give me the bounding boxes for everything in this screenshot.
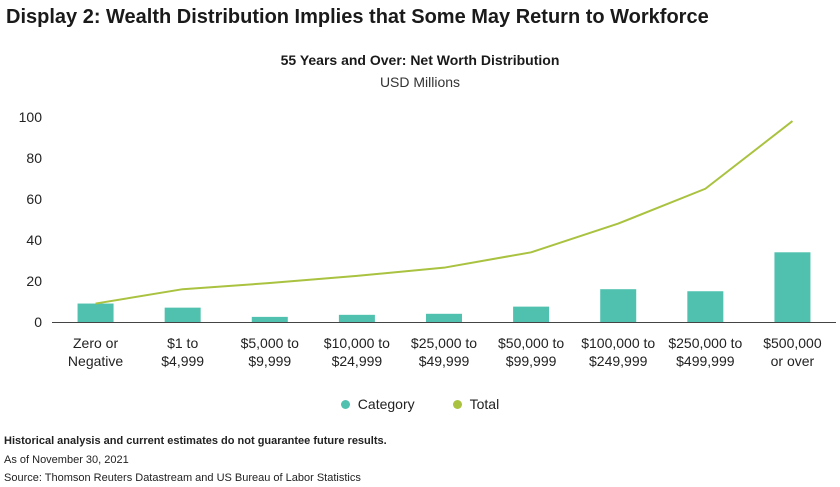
x-tick-label-line: $100,000 to: [581, 335, 655, 351]
legend-label-total: Total: [469, 396, 500, 412]
x-tick-label-line: $10,000 to: [324, 335, 390, 351]
category-bar: [513, 306, 550, 322]
legend-swatch-total: [452, 399, 462, 409]
legend-swatch-category: [340, 399, 350, 409]
x-tick-label: $50,000 to $99,999: [498, 335, 564, 369]
y-tick-label: 80: [26, 150, 42, 166]
x-tick-label-line: $9,999: [248, 353, 291, 369]
y-tick-label: 20: [26, 273, 42, 289]
total-line: [95, 120, 794, 305]
x-axis: Zero or Negative $1 to $4,999 $5,000 to $9,99…: [52, 322, 836, 369]
category-bar: [774, 252, 811, 322]
x-tick-label: Zero or Negative: [68, 335, 123, 369]
x-tick-label-line: $1 to: [167, 335, 198, 351]
x-tick-label-line: $499,999: [676, 353, 735, 369]
x-tick-label-line: $249,999: [589, 353, 648, 369]
x-tick-label: $100,000 to $249,999: [581, 335, 655, 369]
footnote-date: As of November 30, 2021: [4, 454, 129, 466]
x-tick-label: $500,000 or over: [763, 335, 822, 369]
x-tick-label-line: Zero or: [73, 335, 118, 351]
category-bar: [600, 289, 637, 322]
x-tick-label-line: $99,999: [506, 353, 557, 369]
y-tick-label: 0: [34, 314, 42, 330]
x-tick-label-line: $50,000 to: [498, 335, 564, 351]
display-title: Display 2: Wealth Distribution Implies t…: [6, 6, 709, 28]
x-tick-label-line: $25,000 to: [411, 335, 477, 351]
y-tick-label: 100: [19, 109, 43, 125]
category-bar: [164, 307, 201, 322]
x-tick-label-line: Negative: [68, 353, 123, 369]
total-line-group: [95, 120, 794, 305]
x-tick-label-line: $4,999: [161, 353, 204, 369]
category-bar: [687, 291, 724, 322]
legend-item-total: Total: [452, 396, 500, 412]
x-tick-label: $10,000 to $24,999: [324, 335, 390, 369]
category-bar: [251, 316, 288, 322]
category-bar: [77, 303, 114, 322]
legend: Category Total: [0, 396, 840, 412]
legend-label-category: Category: [357, 396, 415, 412]
x-tick-label-line: $49,999: [419, 353, 470, 369]
x-tick-label-line: $250,000 to: [668, 335, 742, 351]
category-bars: [77, 252, 811, 322]
category-bar: [338, 314, 375, 322]
footnote-source: Source: Thomson Reuters Datastream and U…: [4, 472, 361, 484]
x-tick-label-line: $24,999: [332, 353, 383, 369]
category-bar: [426, 313, 462, 322]
legend-item-category: Category: [340, 396, 415, 412]
chart-subtitle: USD Millions: [379, 74, 461, 90]
x-tick-label-line: or over: [771, 353, 815, 369]
x-tick-label: $25,000 to $49,999: [411, 335, 477, 369]
y-axis: 0 20 40 60 80 100: [19, 109, 43, 330]
x-tick-label: $1 to $4,999: [161, 335, 204, 369]
x-tick-label-line: $5,000 to: [241, 335, 300, 351]
x-tick-label-line: $500,000: [763, 335, 822, 351]
y-tick-label: 60: [26, 191, 42, 207]
y-tick-label: 40: [26, 232, 42, 248]
footnote-disclaimer: Historical analysis and current estimate…: [4, 435, 387, 447]
x-tick-label: $5,000 to $9,999: [241, 335, 300, 369]
chart-title: 55 Years and Over: Net Worth Distributio…: [280, 52, 560, 68]
x-tick-label: $250,000 to $499,999: [668, 335, 742, 369]
